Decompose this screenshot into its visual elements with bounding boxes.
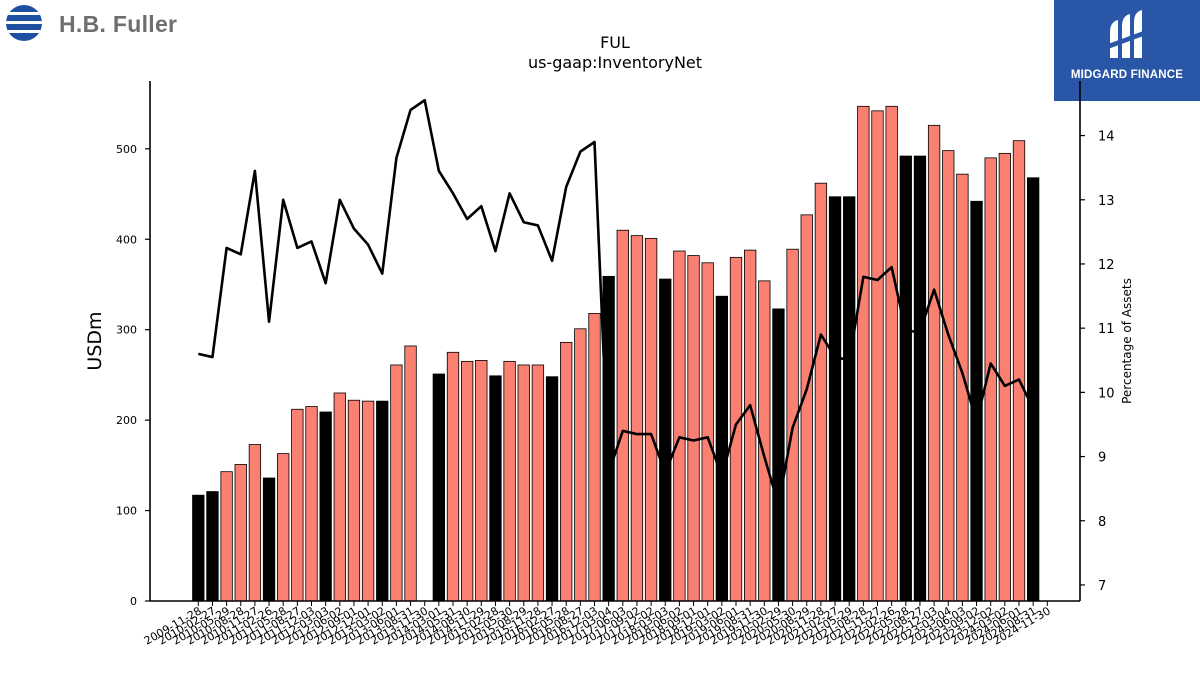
- bar: [545, 376, 559, 602]
- y-ticks: 0 100 200 300 400 500: [116, 143, 150, 608]
- bar-group: [192, 105, 1040, 602]
- y2-axis-label: Percentage of Assets: [1120, 278, 1134, 404]
- bar: [446, 351, 460, 602]
- bar: [220, 471, 233, 602]
- y2-ticks: 7 8 9 10 11 12 13 14: [1080, 130, 1115, 594]
- bar: [347, 399, 361, 602]
- bar: [305, 406, 318, 602]
- bar: [475, 360, 488, 602]
- bar: [234, 464, 247, 602]
- y-axis-label: USDm: [84, 311, 106, 370]
- y2-tick-label: 13: [1098, 194, 1115, 209]
- series-line: [198, 98, 1035, 507]
- bar: [376, 400, 389, 602]
- company-logo: H.B. Fuller: [5, 4, 177, 44]
- bar: [361, 400, 375, 602]
- hbfuller-logo-icon: [6, 5, 42, 41]
- bar: [291, 408, 304, 602]
- y2-tick-label: 14: [1098, 130, 1115, 145]
- bar: [1027, 177, 1040, 602]
- bar: [560, 341, 573, 602]
- y-tick-label: 0: [130, 595, 137, 608]
- bar: [489, 375, 502, 602]
- bar: [404, 345, 417, 602]
- bar: [588, 313, 601, 602]
- bar: [602, 275, 615, 602]
- bar: [1012, 140, 1026, 602]
- bar: [262, 477, 276, 602]
- bar: [517, 364, 530, 602]
- bar: [630, 235, 644, 602]
- bar: [248, 444, 262, 602]
- bar: [828, 196, 842, 602]
- y2-tick-label: 11: [1098, 322, 1115, 337]
- bar: [701, 262, 714, 602]
- bar: [192, 494, 205, 602]
- bar: [390, 364, 403, 602]
- y-tick-label: 200: [116, 414, 137, 427]
- bar: [899, 155, 912, 602]
- bar: [814, 182, 828, 602]
- y2-tick-label: 10: [1098, 386, 1115, 401]
- bar: [843, 196, 856, 602]
- chart-subtitle: us-gaap:InventoryNet: [528, 53, 702, 72]
- bar: [927, 124, 941, 602]
- bar: [333, 392, 346, 602]
- bar: [715, 295, 728, 602]
- bar: [319, 411, 332, 602]
- y2-tick-label: 7: [1098, 579, 1106, 594]
- bar: [857, 105, 870, 602]
- y2-tick-label: 8: [1098, 515, 1106, 530]
- bar: [687, 255, 700, 602]
- bar: [772, 308, 785, 602]
- bar: [673, 250, 686, 602]
- y-tick-label: 300: [116, 324, 137, 337]
- bar: [531, 364, 545, 602]
- bar: [942, 150, 955, 602]
- bar: [460, 360, 474, 602]
- y-tick-label: 500: [116, 143, 137, 156]
- bar: [659, 278, 672, 602]
- partner-logo: MIDGARD FINANCE: [1054, 0, 1200, 101]
- bar: [206, 491, 219, 602]
- midgard-finance-logo-icon: [1108, 10, 1146, 58]
- y-tick-label: 100: [116, 505, 137, 518]
- bar: [913, 155, 927, 602]
- bar: [644, 237, 658, 602]
- bar: [800, 214, 813, 602]
- plot-frame: [149, 81, 1081, 602]
- bar: [885, 105, 898, 602]
- y-tick-label: 400: [116, 233, 137, 246]
- bar: [277, 453, 290, 602]
- company-logo-text: H.B. Fuller: [59, 10, 178, 37]
- bar: [871, 110, 884, 602]
- bar: [503, 360, 516, 602]
- y2-tick-label: 12: [1098, 258, 1115, 273]
- partner-logo-text: MIDGARD FINANCE: [1070, 69, 1184, 81]
- y2-tick-label: 9: [1098, 451, 1106, 466]
- bar: [574, 328, 587, 602]
- bar: [616, 229, 629, 602]
- bar: [744, 249, 757, 602]
- x-ticks: 2009-11-282010-02-272010-05-292010-08-28…: [142, 601, 1053, 648]
- line-group: [198, 98, 1035, 507]
- bar: [432, 373, 446, 602]
- chart-title: FUL: [600, 33, 630, 52]
